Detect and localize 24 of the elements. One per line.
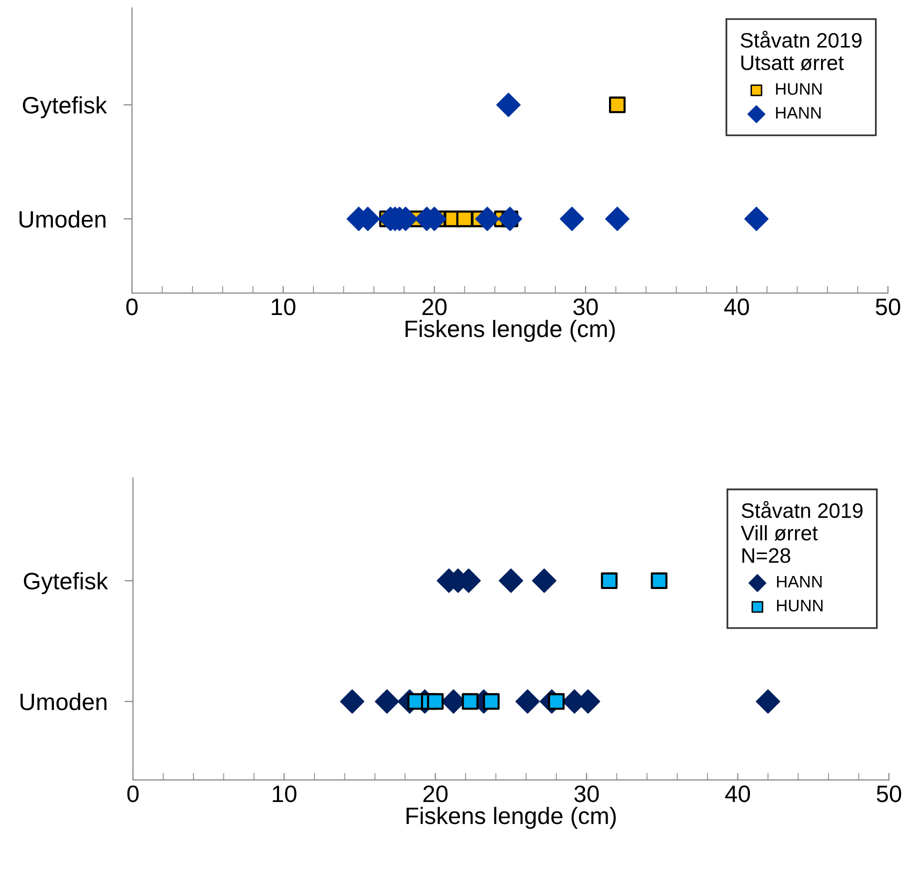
legend-label: HANN bbox=[777, 576, 822, 588]
x-axis-title: Fiskens lengde (cm) bbox=[406, 320, 615, 342]
legend-title: Ståvatn 2019 Vill ørret N=28 bbox=[740, 501, 863, 563]
x-tick-label: 10 bbox=[272, 298, 296, 316]
x-tick-label: 40 bbox=[725, 785, 750, 802]
x-tick-label: 40 bbox=[724, 298, 749, 316]
y-tick-label: Umoden bbox=[20, 210, 106, 228]
y-tick-label: Gytefisk bbox=[22, 96, 108, 118]
legend-title: Ståvatn 2019 Utsatt ørret bbox=[740, 30, 862, 70]
x-tick-label: 20 bbox=[423, 785, 448, 802]
x-tick-label: 50 bbox=[876, 785, 902, 802]
y-tick-label: Gytefisk bbox=[24, 572, 108, 594]
x-tick-label: 0 bbox=[126, 298, 138, 316]
legend-label: HUNN bbox=[776, 83, 822, 95]
legend-label: HANN bbox=[776, 107, 821, 119]
y-tick-label: Umoden bbox=[20, 692, 106, 710]
x-tick-label: 20 bbox=[422, 298, 447, 316]
x-tick-label: 30 bbox=[573, 298, 598, 316]
x-tick-label: 30 bbox=[574, 785, 599, 802]
x-tick-label: 10 bbox=[272, 785, 296, 802]
x-axis-title: Fiskens lengde (cm) bbox=[406, 806, 616, 829]
x-tick-label: 0 bbox=[127, 785, 139, 802]
legend-label: HUNN bbox=[777, 600, 823, 612]
x-tick-label: 50 bbox=[876, 298, 900, 316]
